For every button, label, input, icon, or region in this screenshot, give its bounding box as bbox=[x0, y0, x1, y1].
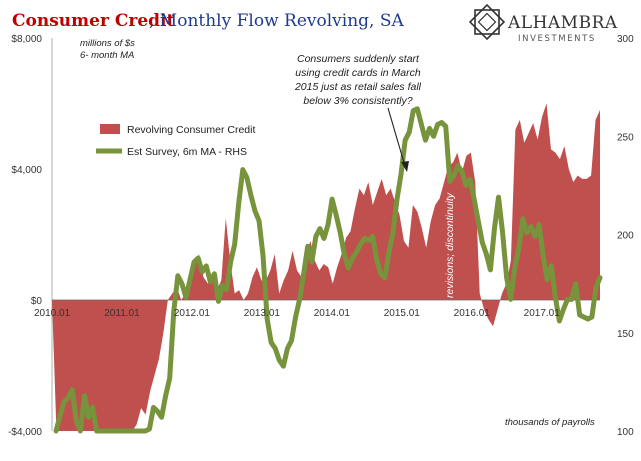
chart-title-main: Consumer Credit bbox=[12, 11, 174, 31]
x-tick-label: 2012.01 bbox=[174, 308, 211, 319]
y-right-tick-label: 100 bbox=[617, 427, 634, 438]
x-tick-label: 2016.01 bbox=[454, 308, 491, 319]
annotation-arrow bbox=[387, 107, 406, 167]
annotation: Consumers suddenly start using credit ca… bbox=[294, 53, 422, 172]
logo-sub: INVESTMENTS bbox=[518, 34, 596, 44]
x-tick-label: 2010.01 bbox=[34, 308, 71, 319]
discontinuity-label: revisions; discontinuity bbox=[444, 192, 456, 298]
y-right-tick-label: 250 bbox=[617, 132, 634, 143]
y-right-tick-label: 300 bbox=[617, 34, 634, 45]
units-right: thousands of payrolls bbox=[505, 417, 595, 428]
units-left-line1: millions of $s bbox=[80, 38, 135, 49]
series-survey-line bbox=[53, 106, 603, 434]
chart-title-rest: , Monthly Flow Revolving, SA bbox=[149, 11, 405, 31]
legend-label-revolving: Revolving Consumer Credit bbox=[127, 124, 255, 136]
annotation-line-3: 2015 just as retail sales fall bbox=[294, 81, 422, 93]
x-tick-label: 2011.01 bbox=[104, 308, 140, 319]
logo-name: ALHAMBRA bbox=[507, 13, 618, 33]
y-left-tick-label: $8,000 bbox=[11, 34, 42, 45]
legend-label-survey: Est Survey, 6m MA - RHS bbox=[127, 146, 247, 158]
x-tick-label: 2013.01 bbox=[244, 308, 281, 319]
units-left-line2: 6- month MA bbox=[80, 50, 134, 61]
y-left-tick-label: $0 bbox=[31, 296, 43, 307]
annotation-line-1: Consumers suddenly start bbox=[297, 53, 420, 65]
y-left-tick-label: -$4,000 bbox=[8, 427, 42, 438]
legend-swatch-revolving bbox=[100, 124, 120, 134]
x-tick-label: 2014.01 bbox=[314, 308, 351, 319]
series-revolving-area bbox=[52, 103, 600, 431]
x-tick-label: 2015.01 bbox=[384, 308, 421, 319]
annotation-line-4: below 3% consistently? bbox=[303, 95, 412, 107]
x-tick-label: 2017.01 bbox=[524, 308, 561, 319]
annotation-arrowhead bbox=[401, 161, 409, 172]
legend: Revolving Consumer Credit Est Survey, 6m… bbox=[96, 124, 255, 158]
y-right-tick-label: 150 bbox=[617, 329, 634, 340]
logo-star-icon bbox=[468, 3, 506, 41]
y-right-tick-label: 200 bbox=[617, 231, 634, 242]
y-left-tick-label: $4,000 bbox=[11, 165, 42, 176]
annotation-line-2: using credit cards in March bbox=[295, 67, 421, 79]
alhambra-logo: ALHAMBRA INVESTMENTS bbox=[468, 3, 618, 44]
